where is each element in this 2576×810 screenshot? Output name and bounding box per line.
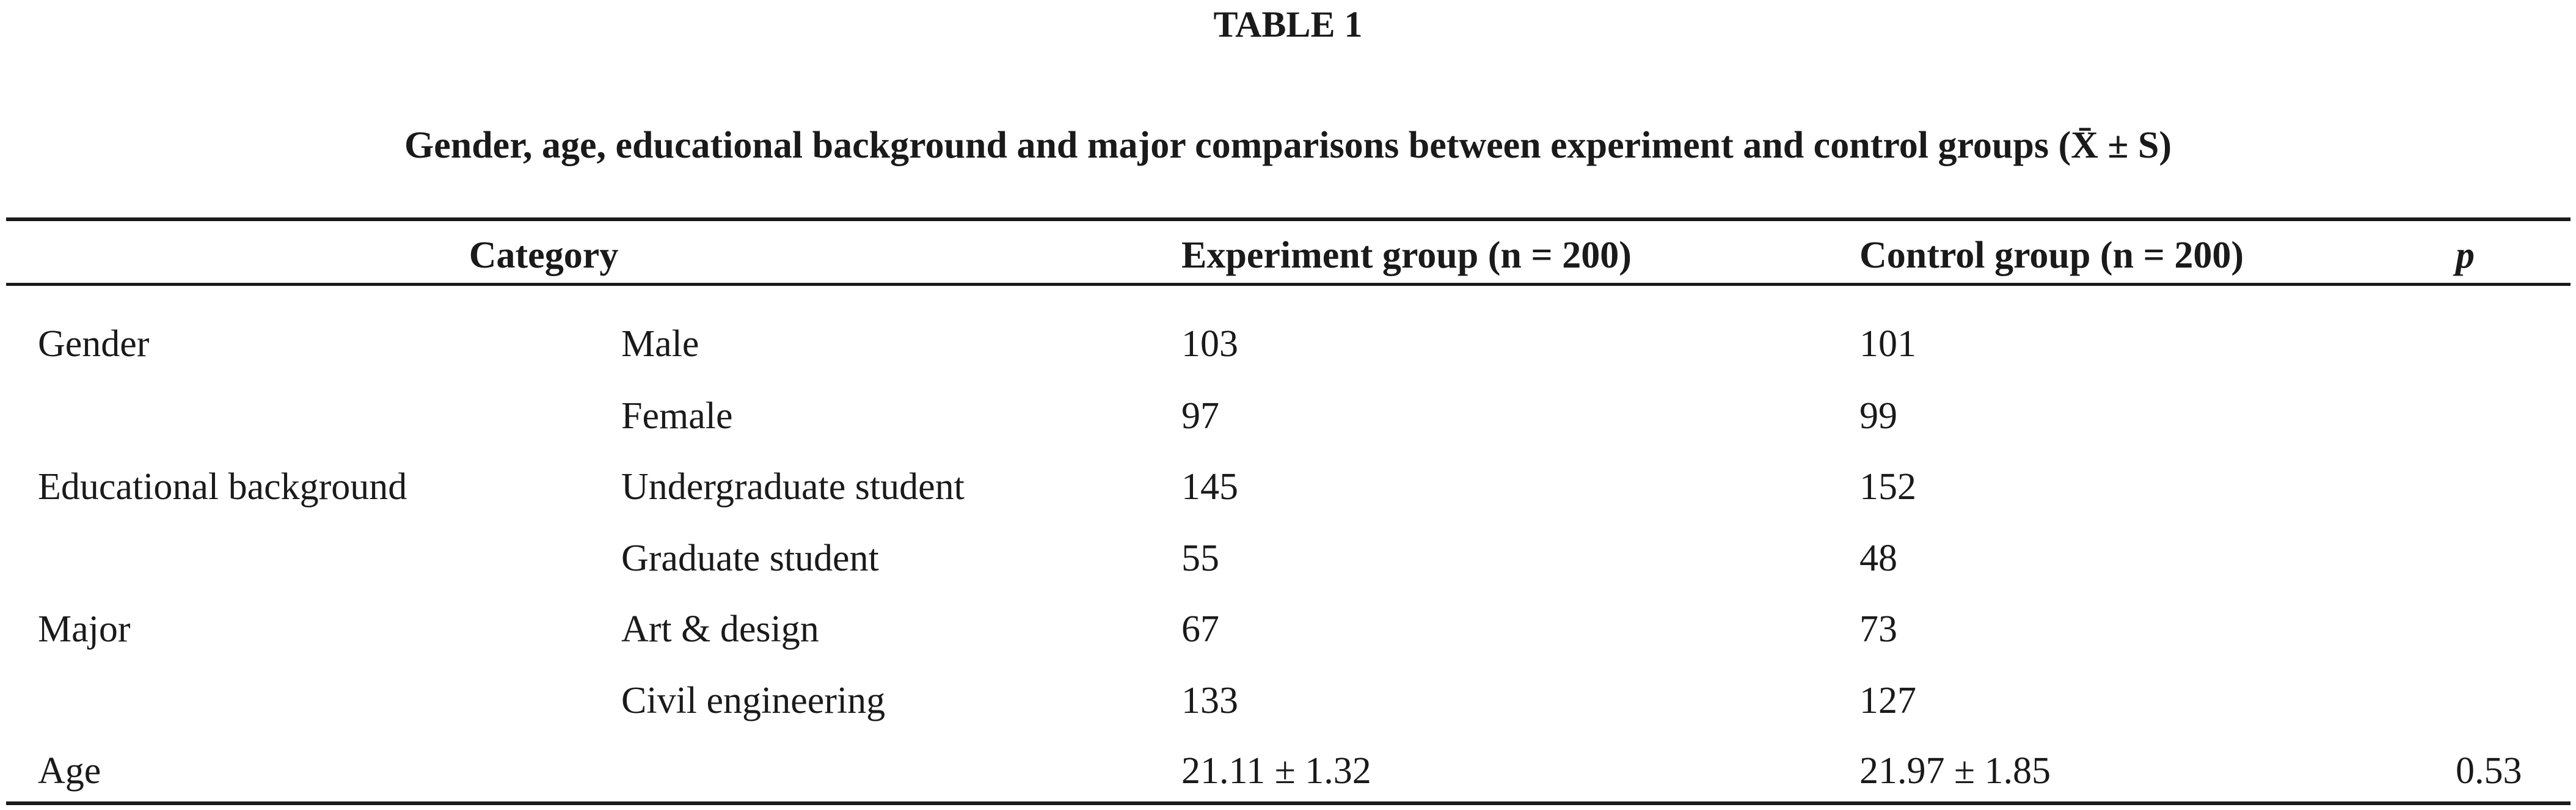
- header-p-value: p: [2456, 235, 2475, 276]
- row-experiment-value: 97: [1181, 395, 1219, 437]
- row-category: Age: [38, 750, 101, 792]
- table-row: Gender Male 103 101: [0, 0, 2576, 365]
- row-control-value: 152: [1859, 466, 1916, 508]
- bottom-rule: [6, 801, 2571, 805]
- row-p-value: 0.53: [2456, 750, 2522, 792]
- table-row: Age 21.11 ± 1.32 21.97 ± 1.85 0.53: [0, 0, 2576, 792]
- row-control-value: 48: [1859, 538, 1897, 579]
- row-category: Gender: [38, 323, 150, 365]
- row-experiment-value: 103: [1181, 323, 1238, 365]
- table-row: Civil engineering 133 127: [0, 0, 2576, 721]
- top-rule: [6, 217, 2571, 221]
- header-control-group: Control group (n = 200): [1859, 235, 2244, 276]
- table-label: TABLE 1: [1213, 4, 1363, 45]
- row-category: Major: [38, 608, 131, 650]
- row-experiment-value: 55: [1181, 538, 1219, 579]
- table-header-row: Category Experiment group (n = 200) Cont…: [0, 0, 2576, 276]
- row-control-value: 101: [1859, 323, 1916, 365]
- row-experiment-value: 67: [1181, 608, 1219, 650]
- row-category: Educational background: [38, 466, 407, 508]
- table-row: Major Art & design 67 73: [0, 0, 2576, 650]
- row-experiment-value: 21.11 ± 1.32: [1181, 750, 1371, 792]
- row-control-value: 21.97 ± 1.85: [1859, 750, 2051, 792]
- header-category: Category: [469, 235, 619, 276]
- row-control-value: 99: [1859, 395, 1897, 437]
- row-subcategory: Graduate student: [621, 538, 879, 579]
- row-subcategory: Female: [621, 395, 733, 437]
- table-row: Graduate student 55 48: [0, 0, 2576, 579]
- row-subcategory: Civil engineering: [621, 680, 886, 721]
- header-experiment-group: Experiment group (n = 200): [1181, 235, 1632, 276]
- row-subcategory: Male: [621, 323, 699, 365]
- row-control-value: 73: [1859, 608, 1897, 650]
- row-experiment-value: 145: [1181, 466, 1238, 508]
- table-row: Female 97 99: [0, 0, 2576, 437]
- row-experiment-value: 133: [1181, 680, 1238, 721]
- table-title: Gender, age, educational background and …: [404, 125, 2172, 166]
- row-control-value: 127: [1859, 680, 1916, 721]
- row-subcategory: Undergraduate student: [621, 466, 965, 508]
- header-rule: [6, 283, 2571, 286]
- table-row: Educational background Undergraduate stu…: [0, 0, 2576, 508]
- row-subcategory: Art & design: [621, 608, 819, 650]
